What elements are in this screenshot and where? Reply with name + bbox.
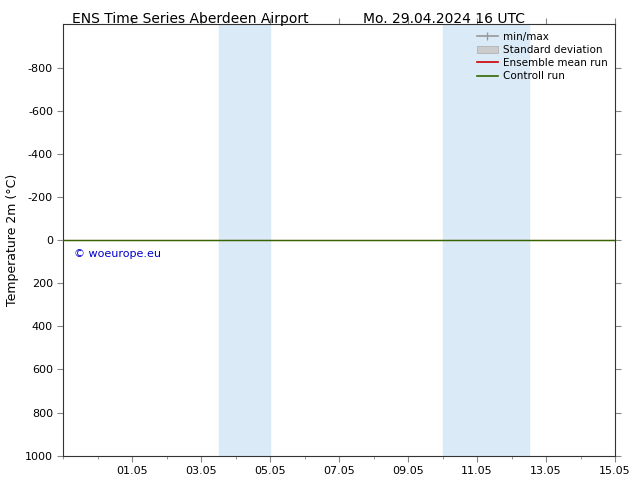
Y-axis label: Temperature 2m (°C): Temperature 2m (°C) — [6, 174, 20, 306]
Legend: min/max, Standard deviation, Ensemble mean run, Controll run: min/max, Standard deviation, Ensemble me… — [473, 27, 612, 85]
Text: © woeurope.eu: © woeurope.eu — [74, 249, 162, 259]
Bar — [219, 24, 270, 456]
Text: Mo. 29.04.2024 16 UTC: Mo. 29.04.2024 16 UTC — [363, 12, 525, 26]
Text: ENS Time Series Aberdeen Airport: ENS Time Series Aberdeen Airport — [72, 12, 309, 26]
Bar — [443, 24, 529, 456]
